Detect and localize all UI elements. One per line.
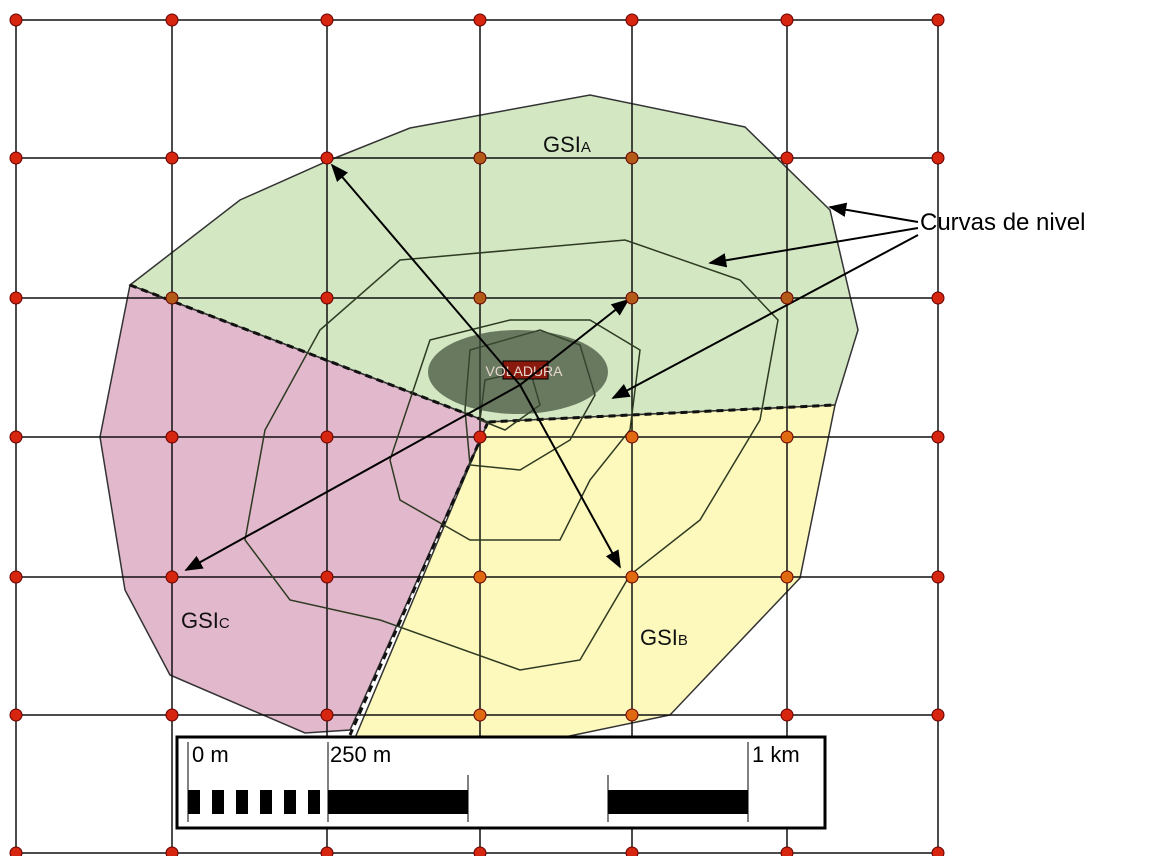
scale-bar: 0 m 250 m 1 km — [175, 735, 827, 830]
grid-node — [931, 570, 945, 584]
grid-node — [320, 570, 334, 584]
grid-node — [625, 570, 639, 584]
grid-node — [931, 846, 945, 860]
grid-node — [625, 151, 639, 165]
grid-node — [320, 846, 334, 860]
grid-node — [9, 151, 23, 165]
grid-node — [473, 708, 487, 722]
zone-label: GSIB — [640, 625, 688, 650]
grid-node — [165, 151, 179, 165]
grid-node — [9, 708, 23, 722]
grid-node — [9, 846, 23, 860]
grid-node — [165, 291, 179, 305]
grid-node — [625, 430, 639, 444]
grid-node — [625, 291, 639, 305]
annotation: Curvas de nivel — [920, 209, 1085, 236]
grid-node — [165, 570, 179, 584]
grid-node — [9, 570, 23, 584]
grid-node — [473, 291, 487, 305]
grid-node — [625, 708, 639, 722]
grid-node — [780, 13, 794, 27]
zone-label: GSIA — [543, 132, 591, 157]
grid-node — [165, 13, 179, 27]
grid-node — [780, 708, 794, 722]
zone-boundary — [129, 283, 836, 424]
grid-node — [473, 13, 487, 27]
grid-node — [320, 151, 334, 165]
grid-node — [165, 846, 179, 860]
grid-node — [165, 708, 179, 722]
blast-marker — [502, 360, 549, 380]
zone-label: GSIC — [181, 608, 230, 633]
grid-node — [931, 291, 945, 305]
zone-c-area — [99, 283, 490, 734]
grid-node — [165, 430, 179, 444]
grid-node — [9, 430, 23, 444]
scale-label: 250 m — [330, 742, 391, 767]
grid-node — [320, 291, 334, 305]
grid-node — [931, 708, 945, 722]
grid-node — [780, 570, 794, 584]
grid-node — [473, 570, 487, 584]
center-label: VOLADURA — [485, 363, 563, 379]
grid-node — [9, 13, 23, 27]
grid-node — [320, 430, 334, 444]
scale-label: 0 m — [192, 742, 229, 767]
grid-node — [780, 846, 794, 860]
grid-node — [625, 846, 639, 860]
scale-label: 1 km — [752, 742, 800, 767]
grid-node — [473, 151, 487, 165]
grid-node — [320, 708, 334, 722]
grid-node — [780, 430, 794, 444]
grid-node — [9, 291, 23, 305]
zone-boundary — [348, 421, 490, 736]
grid-node — [931, 151, 945, 165]
grid-node — [780, 151, 794, 165]
arrows — [184, 163, 919, 571]
grid-node — [780, 291, 794, 305]
grid-node — [473, 846, 487, 860]
grid-node — [473, 430, 487, 444]
grid-node — [320, 13, 334, 27]
grid-node — [625, 13, 639, 27]
grid-node — [931, 430, 945, 444]
grid-node — [931, 13, 945, 27]
